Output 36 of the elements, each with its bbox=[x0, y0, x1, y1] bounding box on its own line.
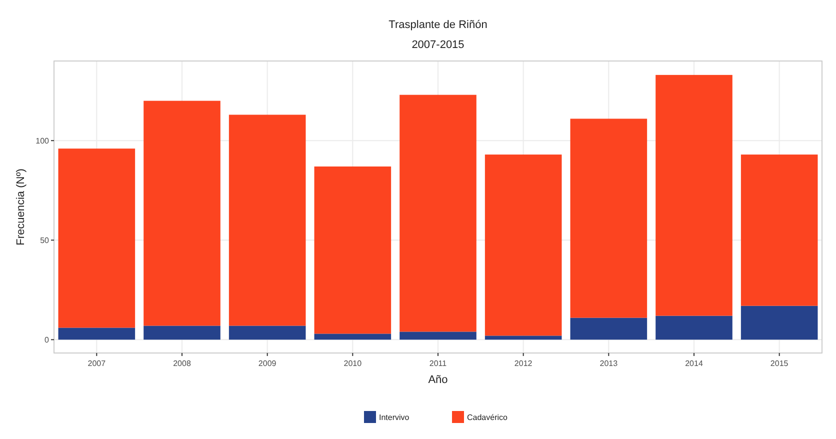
bar bbox=[228, 114, 306, 326]
bar bbox=[228, 326, 306, 340]
bar bbox=[740, 154, 818, 306]
x-tick-label: 2007 bbox=[88, 359, 106, 368]
bar bbox=[484, 336, 562, 340]
y-axis-title: Frecuencia (Nº) bbox=[15, 168, 27, 246]
x-tick-label: 2012 bbox=[514, 359, 533, 368]
bar bbox=[570, 318, 648, 340]
y-tick-label: 50 bbox=[40, 236, 50, 245]
x-tick-label: 2014 bbox=[685, 359, 704, 368]
bar bbox=[58, 328, 136, 340]
bar bbox=[570, 118, 648, 318]
bar bbox=[144, 100, 220, 326]
legend-label: Cadavérico bbox=[467, 412, 508, 422]
bar bbox=[740, 306, 818, 340]
bar bbox=[58, 148, 136, 328]
bar bbox=[400, 94, 476, 332]
x-tick-label: 2011 bbox=[429, 359, 448, 368]
bar bbox=[656, 74, 732, 316]
x-axis-title: Año bbox=[428, 374, 448, 386]
y-tick-label: 100 bbox=[36, 136, 50, 146]
bar bbox=[144, 326, 220, 340]
bar bbox=[656, 316, 732, 340]
x-tick-label: 2013 bbox=[600, 359, 618, 368]
bar bbox=[314, 334, 392, 340]
chart-title: Trasplante de Riñón bbox=[388, 19, 488, 31]
bar bbox=[314, 166, 392, 334]
bar bbox=[400, 332, 476, 340]
x-tick-label: 2008 bbox=[173, 359, 192, 368]
bar bbox=[484, 154, 562, 336]
x-tick-label: 2010 bbox=[344, 359, 362, 368]
x-tick-label: 2015 bbox=[770, 359, 789, 368]
x-tick-label: 2009 bbox=[258, 359, 277, 368]
y-tick-label: 0 bbox=[44, 335, 50, 344]
legend-label: Intervivo bbox=[379, 412, 410, 422]
chart-subtitle: 2007-2015 bbox=[412, 39, 464, 51]
